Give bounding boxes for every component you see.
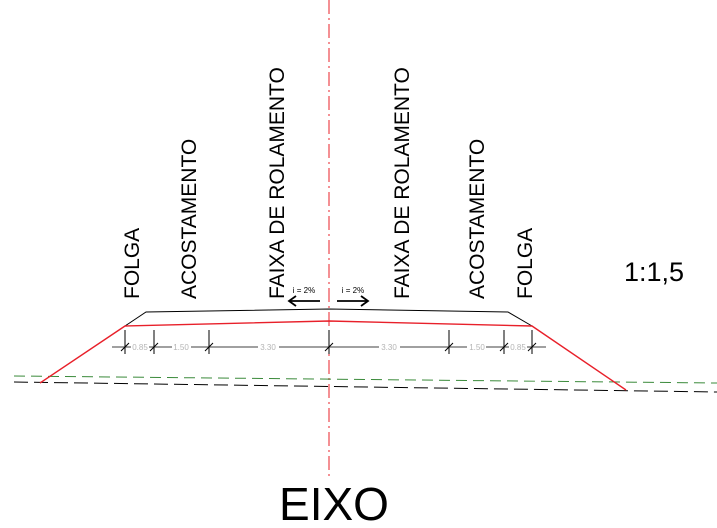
dimension-label: 0.85 (132, 343, 148, 352)
arrow-right-icon (337, 295, 370, 307)
label-folga-left: FOLGA (121, 228, 144, 299)
slope-ratio-label: 1:1,5 (624, 257, 684, 287)
dimension-label: 1.50 (173, 343, 189, 352)
platform-section-line (39, 320, 627, 391)
label-acostamento-right: ACOSTAMENTO (466, 139, 489, 299)
label-faixa-right: FAIXA DE ROLAMENTO (391, 67, 414, 299)
arrow-left-icon (287, 295, 320, 307)
inclination-label-left: i = 2% (293, 286, 315, 295)
label-faixa-left: FAIXA DE ROLAMENTO (266, 67, 289, 299)
inclination-label-right: i = 2% (342, 286, 364, 295)
dimension-label: 0.85 (510, 343, 526, 352)
terrain-line-black (13, 381, 717, 393)
terrain-line-green (13, 375, 717, 384)
label-folga-right: FOLGA (514, 228, 537, 299)
dimension-ticks (120, 330, 537, 354)
axis-label: EIXO (279, 478, 389, 528)
dimension-label: 3.30 (381, 343, 397, 352)
dimension-label: 3.30 (260, 343, 276, 352)
pavement-surface (124, 308, 533, 327)
dimension-label: 1.50 (469, 343, 485, 352)
label-acostamento-left: ACOSTAMENTO (178, 139, 201, 299)
